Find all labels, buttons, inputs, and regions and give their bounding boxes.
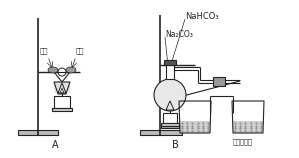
Bar	[161, 126, 179, 128]
Text: NaHCO₃: NaHCO₃	[185, 12, 219, 21]
Text: 澄清石灰水: 澄清石灰水	[233, 138, 253, 145]
Bar	[161, 123, 179, 126]
Text: 红磷: 红磷	[40, 47, 48, 54]
Bar	[213, 77, 225, 86]
Circle shape	[154, 79, 186, 111]
Text: 白磷: 白磷	[76, 47, 84, 54]
Ellipse shape	[48, 67, 58, 73]
Bar	[166, 65, 174, 79]
Polygon shape	[54, 82, 70, 94]
Bar	[233, 121, 263, 133]
Bar	[54, 96, 70, 108]
Bar	[180, 121, 210, 133]
Bar	[163, 113, 177, 123]
Circle shape	[58, 68, 66, 76]
Bar	[140, 130, 182, 135]
Bar	[18, 130, 58, 135]
Text: B: B	[172, 140, 179, 150]
Bar	[52, 108, 72, 111]
Bar	[164, 60, 176, 65]
Text: A: A	[52, 140, 58, 150]
Ellipse shape	[66, 67, 76, 73]
Text: Na₂CO₃: Na₂CO₃	[165, 30, 193, 39]
